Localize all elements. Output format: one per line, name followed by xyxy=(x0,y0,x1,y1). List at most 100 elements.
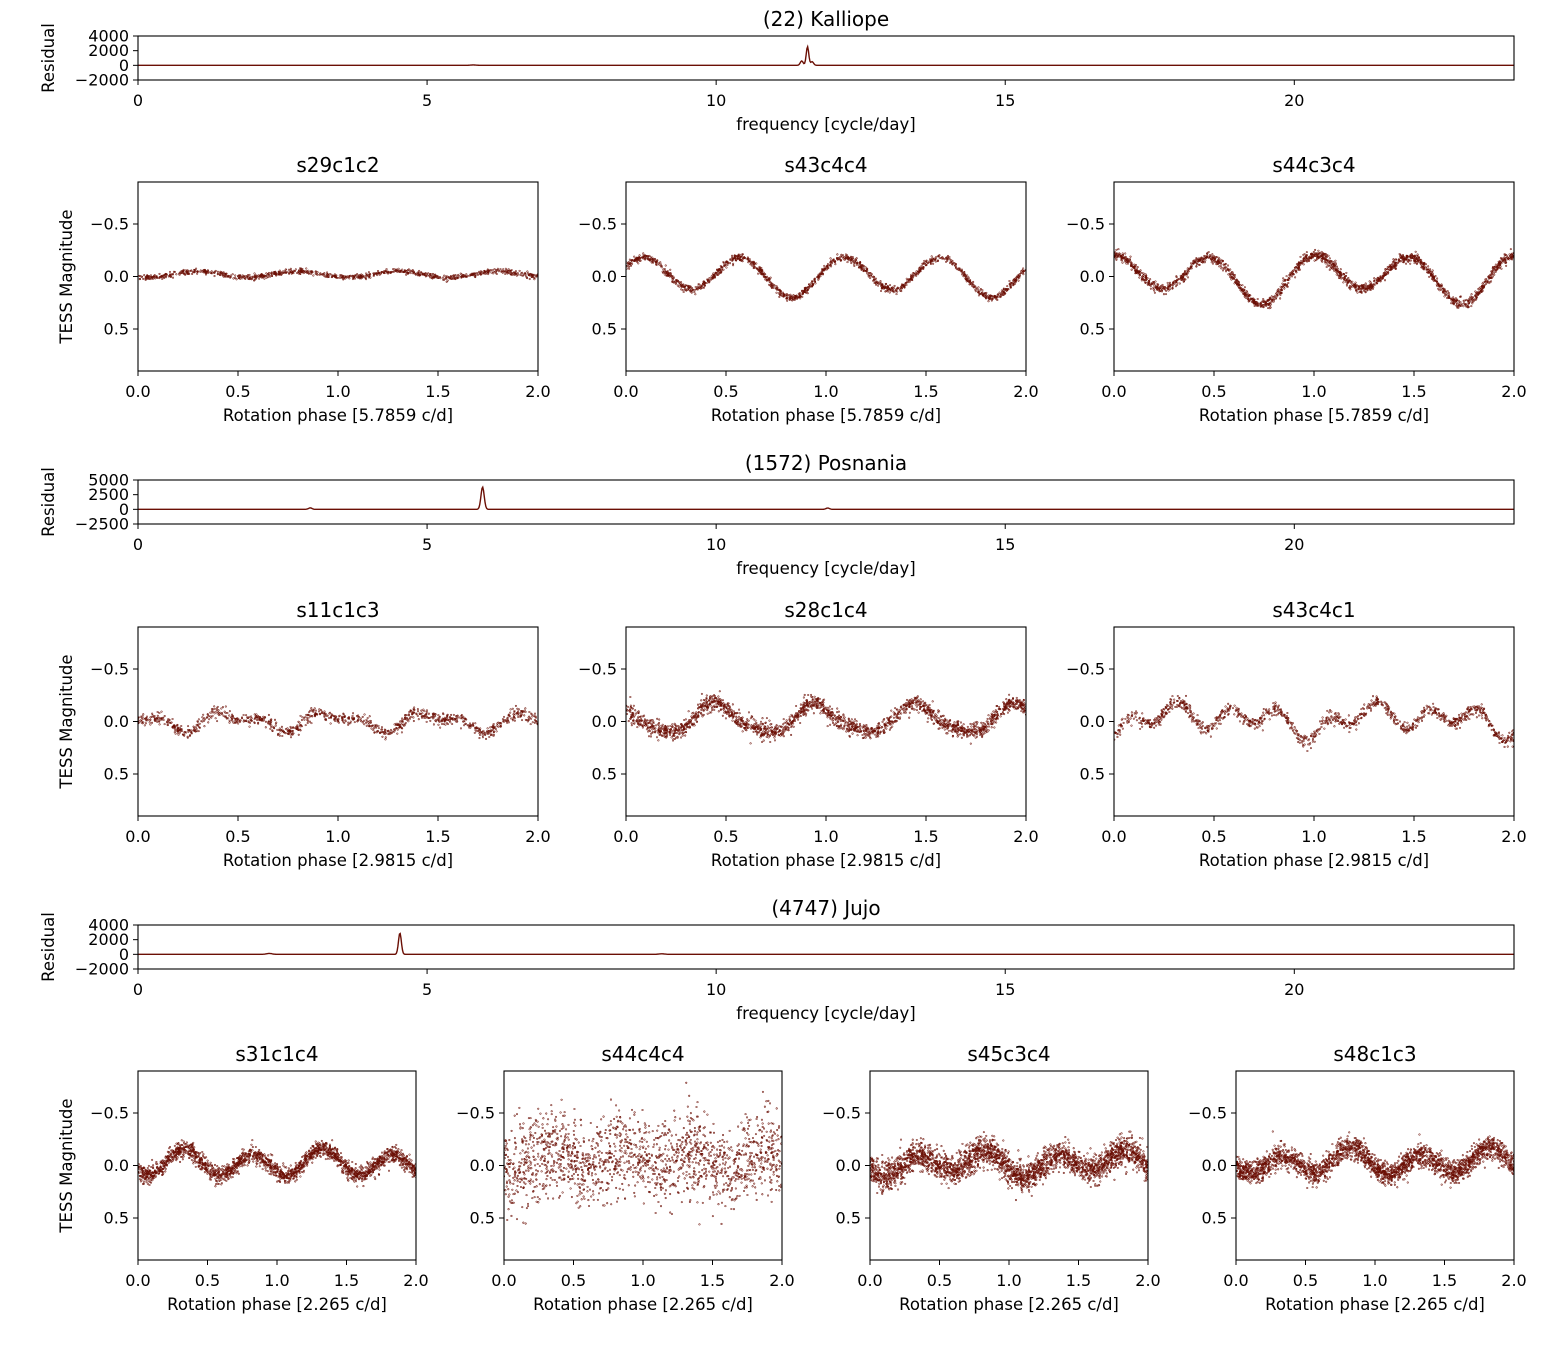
y-tick-label: 2500 xyxy=(88,485,129,504)
data-point xyxy=(882,287,885,290)
data-point xyxy=(1463,299,1466,302)
data-point xyxy=(264,720,267,723)
data-point xyxy=(1144,273,1147,276)
data-point xyxy=(1382,276,1385,279)
data-point xyxy=(875,281,878,284)
data-point xyxy=(416,714,419,717)
data-point xyxy=(337,715,340,718)
data-point xyxy=(381,731,384,734)
data-point xyxy=(669,271,672,275)
data-point xyxy=(1453,300,1456,303)
data-point xyxy=(907,281,910,284)
data-point xyxy=(366,273,369,276)
data-point xyxy=(1023,270,1026,273)
data-point xyxy=(484,733,487,736)
data-point xyxy=(211,714,214,717)
data-point xyxy=(1247,300,1250,303)
data-point xyxy=(187,272,190,275)
data-point xyxy=(431,272,434,275)
data-point xyxy=(404,721,407,724)
data-point xyxy=(744,257,747,260)
data-point xyxy=(1297,264,1300,267)
data-point xyxy=(1486,281,1489,284)
y-tick-label: −0.5 xyxy=(578,215,617,234)
data-point xyxy=(314,713,317,716)
data-point xyxy=(684,285,687,288)
data-point xyxy=(351,714,354,718)
data-point xyxy=(1451,298,1455,301)
data-point xyxy=(1384,271,1387,274)
data-point xyxy=(1366,284,1369,287)
data-point xyxy=(144,275,147,279)
data-point xyxy=(255,716,258,719)
data-point xyxy=(1509,254,1512,257)
data-point xyxy=(177,726,180,729)
data-point xyxy=(1181,273,1184,276)
data-point xyxy=(196,272,199,275)
data-point xyxy=(376,274,379,277)
data-point xyxy=(1244,296,1247,299)
data-point xyxy=(232,721,235,724)
data-point xyxy=(517,708,520,711)
data-point xyxy=(880,284,883,287)
data-point xyxy=(425,720,428,723)
data-point xyxy=(1332,263,1335,266)
data-point xyxy=(1200,261,1203,264)
data-point xyxy=(1169,285,1172,288)
data-point xyxy=(369,273,372,276)
data-point xyxy=(1248,298,1251,301)
data-point xyxy=(231,713,234,716)
data-point xyxy=(969,279,972,282)
data-point xyxy=(678,285,681,288)
data-point xyxy=(267,276,270,279)
data-point xyxy=(278,734,281,737)
data-point xyxy=(253,713,256,716)
data-point xyxy=(1409,257,1412,260)
data-point xyxy=(1183,280,1186,283)
data-point xyxy=(1432,279,1435,282)
data-point xyxy=(278,269,281,272)
data-point xyxy=(908,279,911,282)
data-point xyxy=(334,275,337,279)
data-point xyxy=(524,718,527,721)
data-point xyxy=(535,274,538,277)
data-point xyxy=(789,296,792,299)
data-point xyxy=(1171,283,1174,286)
data-point xyxy=(284,727,287,731)
data-point xyxy=(647,258,650,261)
data-point xyxy=(160,710,163,713)
data-point xyxy=(278,732,281,735)
data-point xyxy=(140,720,143,723)
y-tick-label: −2000 xyxy=(75,71,129,90)
data-point xyxy=(263,275,266,278)
data-point xyxy=(1305,257,1308,260)
data-point xyxy=(372,274,375,278)
data-point xyxy=(1336,267,1339,270)
data-point xyxy=(1211,259,1214,262)
data-point xyxy=(786,294,789,297)
data-point xyxy=(470,725,473,728)
data-point xyxy=(319,272,322,275)
data-point xyxy=(223,710,226,713)
data-point xyxy=(853,264,856,267)
data-point xyxy=(1313,259,1316,262)
data-point xyxy=(1246,296,1249,299)
data-point xyxy=(1011,279,1014,282)
data-point xyxy=(381,728,384,731)
data-point xyxy=(413,708,416,711)
data-point xyxy=(1230,271,1233,274)
data-point xyxy=(1385,273,1388,276)
data-point xyxy=(1319,254,1322,257)
data-point xyxy=(338,274,341,277)
data-point xyxy=(284,268,287,271)
data-point xyxy=(1210,261,1213,264)
data-point xyxy=(1489,276,1492,279)
data-point xyxy=(884,283,887,286)
data-point xyxy=(352,712,355,715)
data-point xyxy=(969,280,972,283)
data-point xyxy=(822,269,825,272)
data-point xyxy=(782,293,785,296)
data-point xyxy=(925,263,928,266)
data-point xyxy=(1269,303,1272,306)
data-point xyxy=(325,714,328,717)
